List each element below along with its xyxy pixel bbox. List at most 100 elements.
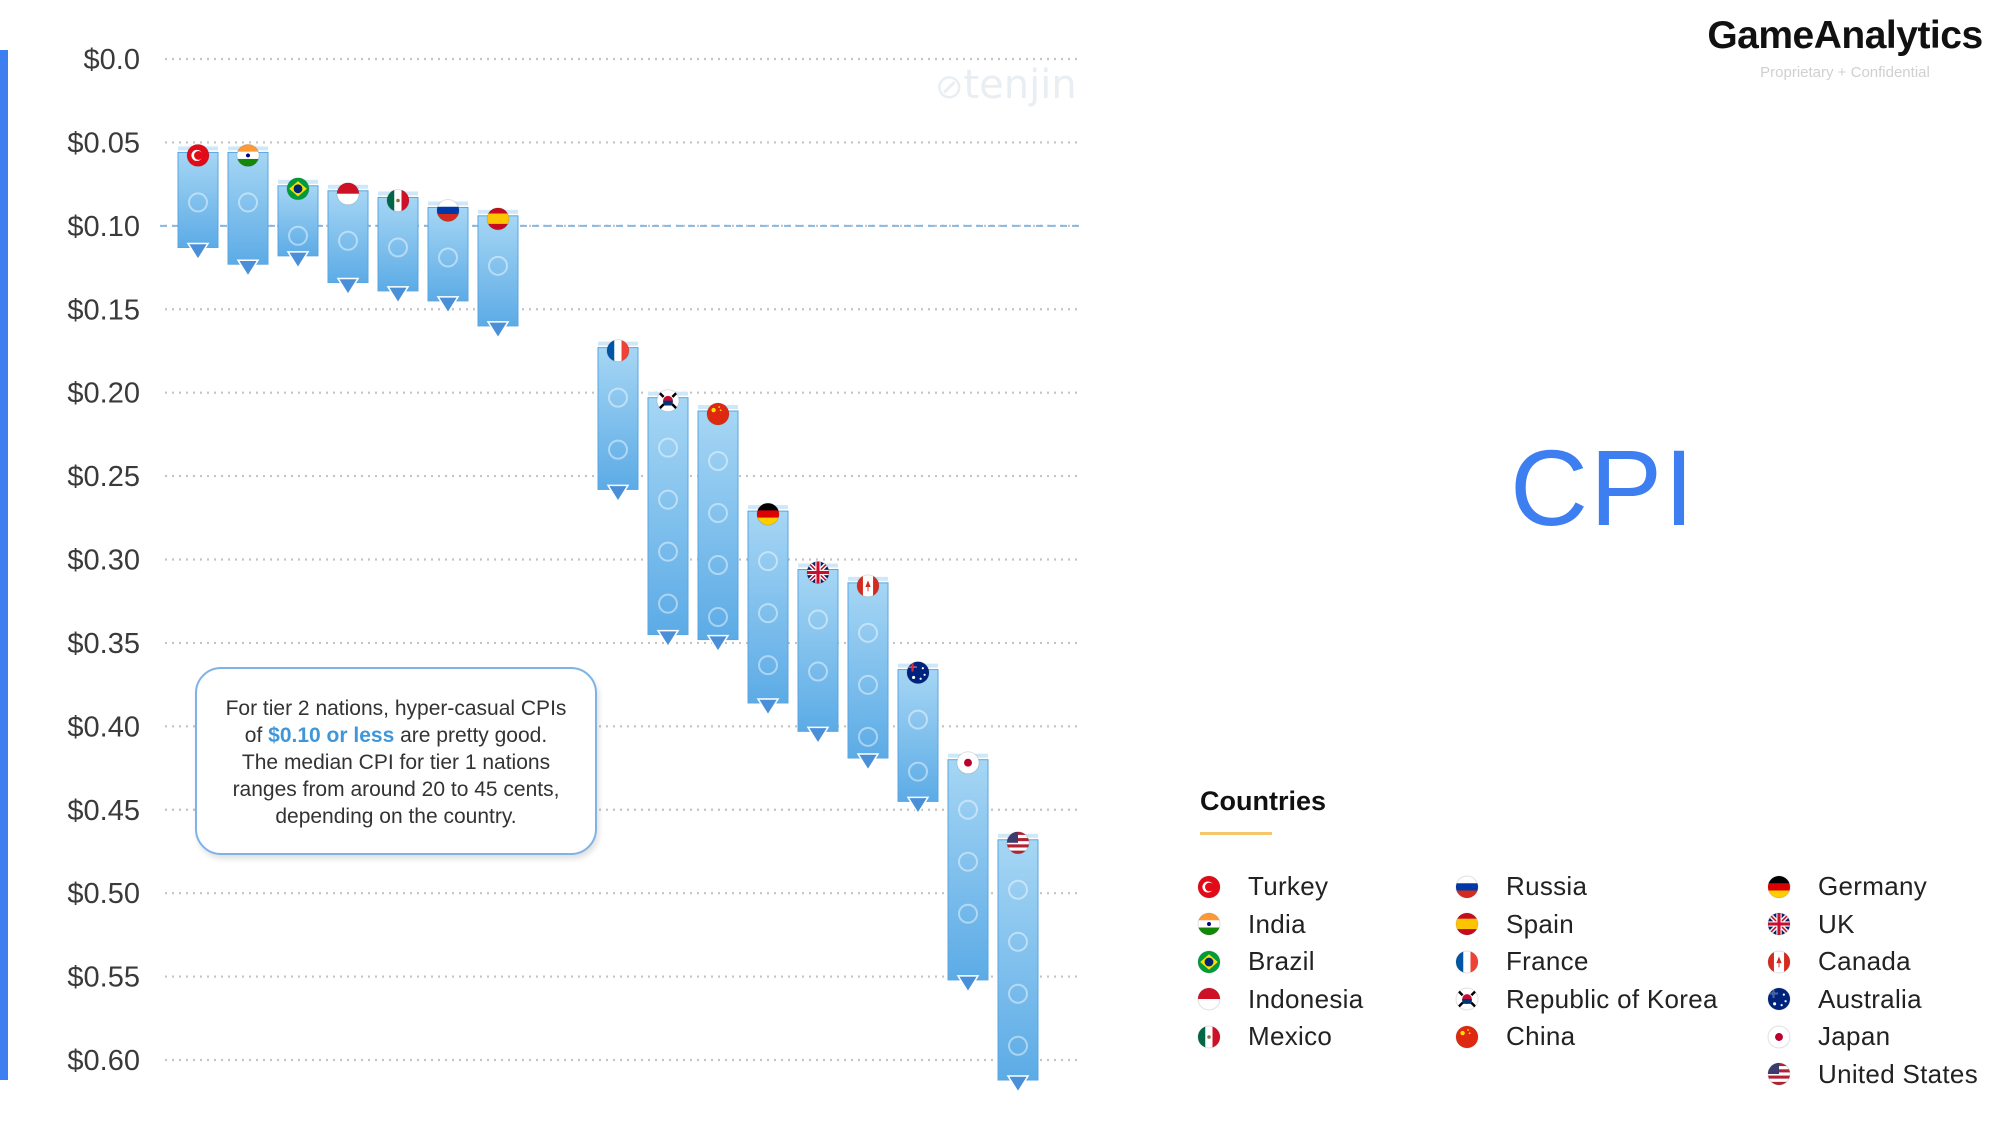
watermark-text: tenjin xyxy=(963,62,1077,108)
callout-line-1: For tier 2 nations, hyper-casual CPIs xyxy=(225,697,567,720)
bar-logo-mark xyxy=(658,593,678,614)
legend-item: Turkey xyxy=(1196,868,1363,906)
bar-logo-mark xyxy=(758,603,778,624)
legend-label: Brazil xyxy=(1248,946,1315,977)
callout-highlight: $0.10 or less xyxy=(268,724,395,747)
bar-end-marker xyxy=(286,251,310,270)
legend-column: Germany UK Canada Australia Japan United Stat… xyxy=(1766,868,1978,1093)
page-title: CPI xyxy=(1510,427,1697,548)
bar-end-marker xyxy=(806,726,830,745)
bar-united-states xyxy=(997,831,1039,1094)
bar-australia xyxy=(897,661,939,815)
bar-end-marker xyxy=(906,796,930,815)
legend-item: Indonesia xyxy=(1196,981,1363,1019)
de-flag-icon xyxy=(756,502,780,526)
br-flag-icon xyxy=(286,177,310,201)
legend-label: France xyxy=(1506,946,1589,977)
in-flag-icon xyxy=(236,143,260,167)
bar-logo-mark xyxy=(908,761,928,782)
bar-logo-mark xyxy=(188,192,208,213)
legend-item: Spain xyxy=(1454,906,1718,944)
bar-end-marker xyxy=(1006,1075,1030,1094)
bar-logo-mark xyxy=(658,541,678,562)
bar-logo-mark xyxy=(808,661,828,682)
legend-item: Russia xyxy=(1454,868,1718,906)
callout-line-2: of $0.10 or less are pretty good. xyxy=(244,724,548,747)
legend-label: Germany xyxy=(1818,871,1928,902)
bar-spain xyxy=(477,207,519,340)
bar-end-marker xyxy=(436,296,460,315)
de-flag-icon xyxy=(1767,875,1791,899)
bar-end-marker xyxy=(956,975,980,994)
bar-uk xyxy=(797,561,839,745)
bar-body xyxy=(847,582,889,759)
legend-label: Australia xyxy=(1818,983,1922,1014)
au-flag-icon xyxy=(906,661,930,685)
bar-logo-mark xyxy=(708,451,728,472)
legend-label: China xyxy=(1506,1021,1576,1052)
bar-body xyxy=(897,669,939,802)
legend-item: United States xyxy=(1766,1056,1978,1094)
bar-logo-mark xyxy=(858,622,878,643)
legend-item: France xyxy=(1454,943,1718,981)
tr-flag-icon xyxy=(1197,875,1221,899)
in-flag-icon xyxy=(1197,912,1221,936)
ca-flag-icon xyxy=(856,574,880,598)
bar-logo-mark xyxy=(758,655,778,676)
y-tick-label: $0.35 xyxy=(67,628,140,660)
bar-logo-mark xyxy=(958,851,978,872)
cn-flag-icon xyxy=(706,402,730,426)
bar-body xyxy=(227,151,269,265)
legend-title-underline xyxy=(1200,832,1272,835)
bar-body xyxy=(997,839,1039,1081)
kr-flag-icon xyxy=(1455,987,1479,1011)
es-flag-icon xyxy=(1455,912,1479,936)
bar-indonesia xyxy=(327,182,369,296)
bar-japan xyxy=(947,751,989,994)
bar-republic-of-korea xyxy=(647,389,689,648)
bar-mexico xyxy=(377,188,419,305)
jp-flag-icon xyxy=(1767,1025,1791,1049)
bar-brazil xyxy=(277,177,319,270)
bar-logo-mark xyxy=(1008,879,1028,900)
id-flag-icon xyxy=(1197,987,1221,1011)
legend-label: Russia xyxy=(1506,871,1588,902)
bar-turkey xyxy=(177,143,219,261)
legend-title: Countries xyxy=(1200,786,1327,816)
bar-canada xyxy=(847,574,889,772)
bar-end-marker xyxy=(186,242,210,261)
brand-logo: GameAnalytics Proprietary + Confidential xyxy=(1695,14,1995,81)
brand-name: GameAnalytics xyxy=(1707,14,1983,57)
bar-logo-mark xyxy=(958,799,978,820)
y-tick-label: $0.20 xyxy=(67,378,140,410)
bar-end-marker xyxy=(706,634,730,653)
callout-line-4: ranges from around 20 to 45 cents, xyxy=(232,778,560,801)
legend-label: Republic of Korea xyxy=(1506,983,1718,1014)
fr-flag-icon xyxy=(1455,950,1479,974)
bar-end-marker xyxy=(656,629,680,648)
left-accent-bar xyxy=(0,50,8,1080)
ru-flag-icon xyxy=(436,198,460,222)
bar-logo-mark xyxy=(858,726,878,747)
legend-item: Republic of Korea xyxy=(1454,981,1718,1019)
legend-column: Turkey India Brazil Indonesia Mexico xyxy=(1196,868,1363,1056)
bar-logo-mark xyxy=(388,237,408,258)
bar-logo-mark xyxy=(608,387,628,408)
y-tick-label: $0.30 xyxy=(67,545,140,577)
bar-end-marker xyxy=(606,484,630,503)
legend-label: Japan xyxy=(1818,1021,1891,1052)
bar-body xyxy=(747,510,789,704)
y-tick-label: $0.0 xyxy=(84,44,140,76)
bar-logo-mark xyxy=(608,439,628,460)
legend-label: Indonesia xyxy=(1248,983,1364,1014)
bar-logo-mark xyxy=(1008,1035,1028,1056)
gb-flag-icon xyxy=(806,561,830,585)
bar-logo-mark xyxy=(1008,931,1028,952)
callout-line-5: depending on the country. xyxy=(275,805,517,828)
legend-item: China xyxy=(1454,1018,1718,1056)
bar-logo-mark xyxy=(708,503,728,524)
kr-flag-icon xyxy=(656,389,680,413)
bar-france xyxy=(597,339,639,503)
jp-flag-icon xyxy=(956,751,980,775)
legend-label: UK xyxy=(1818,908,1855,939)
